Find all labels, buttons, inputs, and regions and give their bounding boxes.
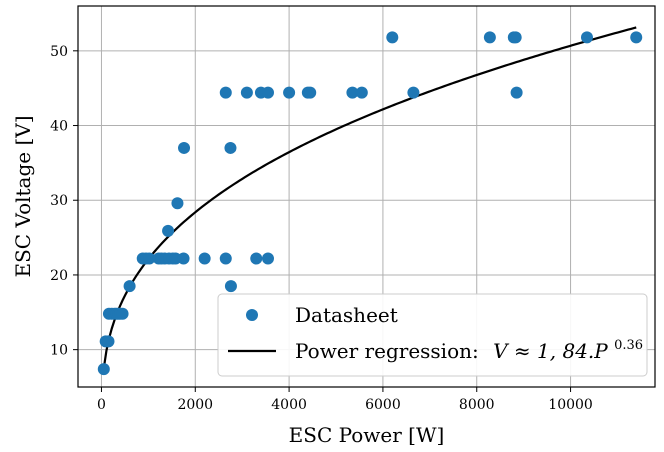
legend-marker-datasheet	[246, 309, 258, 321]
data-point	[483, 31, 496, 44]
data-point	[143, 252, 156, 265]
regression-curve-group	[102, 26, 637, 369]
x-axis-label: ESC Power [W]	[289, 423, 445, 447]
y-tick-label: 10	[50, 343, 68, 359]
regression-line	[102, 26, 637, 369]
data-point	[386, 31, 399, 44]
data-point	[178, 141, 191, 154]
data-point	[283, 86, 296, 99]
axis-ticks: 0 2000 4000 6000 8000 10000 10 20 30 40 50	[50, 44, 593, 413]
data-point	[509, 31, 522, 44]
data-point	[224, 141, 237, 154]
x-tick-label: 0	[97, 397, 106, 413]
x-tick-label: 8000	[459, 397, 495, 413]
data-point	[630, 31, 643, 44]
data-point	[219, 252, 232, 265]
x-tick-label: 2000	[177, 397, 213, 413]
data-point	[580, 31, 593, 44]
data-point	[510, 86, 523, 99]
scatter-points	[97, 31, 643, 376]
data-point	[171, 197, 184, 210]
data-point	[304, 86, 317, 99]
data-point	[261, 86, 274, 99]
grid	[78, 6, 655, 387]
y-tick-label: 20	[50, 268, 68, 284]
data-point	[346, 86, 359, 99]
data-point	[123, 280, 136, 293]
legend-label-regression: Power regression: V ≈ 1, 84.P 0.36	[295, 338, 643, 363]
data-point	[250, 252, 263, 265]
y-tick-label: 40	[50, 119, 68, 135]
y-tick-label: 30	[50, 193, 68, 209]
data-point	[355, 86, 368, 99]
data-point	[261, 252, 274, 265]
y-axis-label: ESC Voltage [V]	[11, 115, 35, 277]
legend-regression-exponent: 0.36	[614, 338, 643, 353]
y-tick-label: 50	[50, 44, 68, 60]
data-point	[97, 363, 110, 376]
x-tick-label: 4000	[271, 397, 307, 413]
legend-box	[217, 293, 648, 377]
x-tick-label: 6000	[365, 397, 401, 413]
data-point	[407, 86, 420, 99]
plot-frame	[77, 5, 656, 388]
data-point	[219, 86, 232, 99]
data-point	[224, 280, 237, 293]
data-point	[240, 86, 253, 99]
legend-regression-equation: V ≈ 1, 84.P	[493, 339, 608, 363]
x-tick-label: 10000	[548, 397, 593, 413]
legend: Datasheet Power regression: V ≈ 1, 84.P …	[217, 293, 648, 377]
data-point	[198, 252, 211, 265]
data-point	[102, 335, 115, 348]
data-point	[116, 307, 129, 320]
legend-regression-name: Power regression:	[295, 339, 479, 363]
data-point	[177, 252, 190, 265]
legend-label-datasheet: Datasheet	[295, 303, 398, 327]
data-point	[162, 224, 175, 237]
